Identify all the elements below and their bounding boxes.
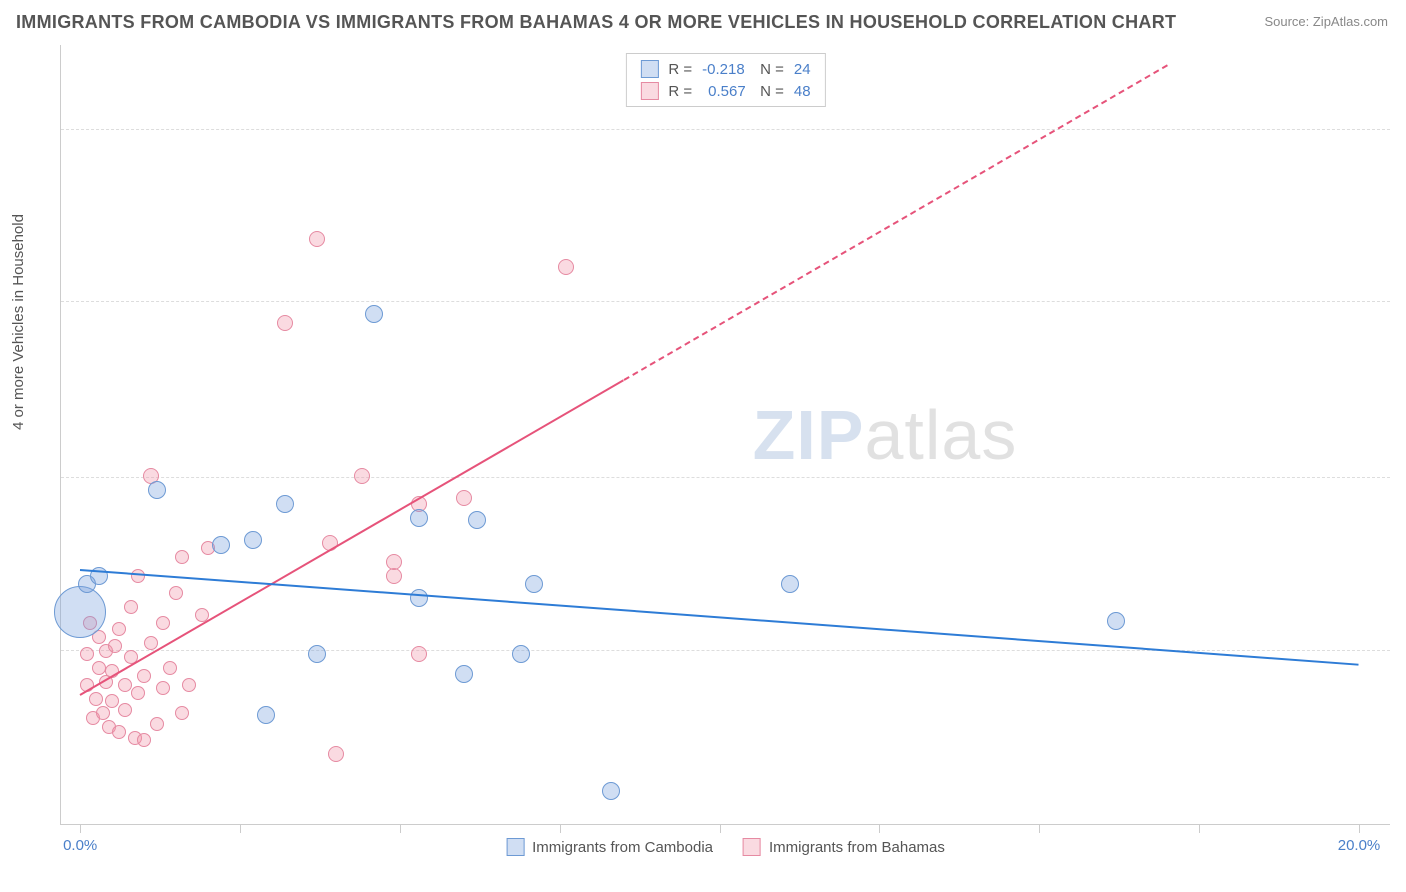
r-label: R = <box>668 61 692 78</box>
point-bahamas <box>456 490 472 506</box>
point-bahamas <box>169 586 183 600</box>
point-cambodia <box>468 511 486 529</box>
point-cambodia <box>410 589 428 607</box>
stats-row-bahamas: R = 0.567 N = 48 <box>640 80 810 102</box>
point-cambodia <box>525 575 543 593</box>
xtick <box>400 824 401 833</box>
point-bahamas <box>137 733 151 747</box>
point-bahamas <box>150 717 164 731</box>
legend-item-cambodia: Immigrants from Cambodia <box>506 838 713 856</box>
point-bahamas <box>277 315 293 331</box>
r-value-bahamas: 0.567 <box>702 83 750 100</box>
point-bahamas <box>354 468 370 484</box>
point-cambodia <box>410 509 428 527</box>
point-bahamas <box>163 661 177 675</box>
xtick <box>1359 824 1360 833</box>
series-legend: Immigrants from Cambodia Immigrants from… <box>506 838 945 856</box>
point-bahamas <box>175 550 189 564</box>
point-bahamas <box>156 681 170 695</box>
point-bahamas <box>182 678 196 692</box>
r-value-cambodia: -0.218 <box>702 61 750 78</box>
point-cambodia <box>512 645 530 663</box>
point-bahamas <box>386 568 402 584</box>
gridline-h <box>61 129 1390 130</box>
gridline-h <box>61 477 1390 478</box>
chart-title: IMMIGRANTS FROM CAMBODIA VS IMMIGRANTS F… <box>16 12 1176 33</box>
point-cambodia <box>54 586 106 638</box>
point-bahamas <box>137 669 151 683</box>
point-bahamas <box>105 694 119 708</box>
xtick <box>879 824 880 833</box>
point-bahamas <box>96 706 110 720</box>
r-label: R = <box>668 83 692 100</box>
n-label: N = <box>760 61 784 78</box>
xtick <box>1039 824 1040 833</box>
point-bahamas <box>112 622 126 636</box>
xtick-label: 0.0% <box>63 837 97 854</box>
xtick <box>560 824 561 833</box>
point-bahamas <box>131 569 145 583</box>
point-bahamas <box>118 703 132 717</box>
point-bahamas <box>144 636 158 650</box>
swatch-cambodia <box>506 838 524 856</box>
point-bahamas <box>156 616 170 630</box>
swatch-bahamas <box>743 838 761 856</box>
ytick-label: 6.3% <box>1395 641 1406 658</box>
stats-legend: R = -0.218 N = 24 R = 0.567 N = 48 <box>625 53 825 107</box>
point-bahamas <box>108 639 122 653</box>
point-cambodia <box>257 706 275 724</box>
point-bahamas <box>411 646 427 662</box>
point-bahamas <box>558 259 574 275</box>
point-bahamas <box>309 231 325 247</box>
ytick-label: 18.8% <box>1395 292 1406 309</box>
point-bahamas <box>118 678 132 692</box>
ytick-label: 25.0% <box>1395 120 1406 137</box>
point-bahamas <box>175 706 189 720</box>
y-axis-label: 4 or more Vehicles in Household <box>10 214 27 430</box>
xtick <box>80 824 81 833</box>
point-cambodia <box>308 645 326 663</box>
point-cambodia <box>1107 612 1125 630</box>
point-bahamas <box>386 554 402 570</box>
swatch-cambodia <box>640 60 658 78</box>
n-value-cambodia: 24 <box>794 61 811 78</box>
xtick <box>720 824 721 833</box>
point-bahamas <box>80 647 94 661</box>
point-bahamas <box>112 725 126 739</box>
n-label: N = <box>760 83 784 100</box>
point-cambodia <box>212 536 230 554</box>
trendline <box>80 569 1359 666</box>
legend-item-bahamas: Immigrants from Bahamas <box>743 838 945 856</box>
watermark: ZIPatlas <box>753 395 1018 475</box>
legend-label-bahamas: Immigrants from Bahamas <box>769 839 945 856</box>
point-cambodia <box>276 495 294 513</box>
n-value-bahamas: 48 <box>794 83 811 100</box>
watermark-part2: atlas <box>864 396 1017 474</box>
point-bahamas <box>92 661 106 675</box>
point-cambodia <box>781 575 799 593</box>
source-attribution: Source: ZipAtlas.com <box>1264 14 1388 29</box>
point-bahamas <box>124 600 138 614</box>
point-cambodia <box>148 481 166 499</box>
xtick <box>1199 824 1200 833</box>
xtick-label: 20.0% <box>1338 837 1381 854</box>
stats-row-cambodia: R = -0.218 N = 24 <box>640 58 810 80</box>
swatch-bahamas <box>640 82 658 100</box>
point-cambodia <box>244 531 262 549</box>
gridline-h <box>61 301 1390 302</box>
plot-area: ZIPatlas R = -0.218 N = 24 R = 0.567 N =… <box>60 45 1390 825</box>
point-bahamas <box>328 746 344 762</box>
point-cambodia <box>455 665 473 683</box>
watermark-part1: ZIP <box>753 396 865 474</box>
legend-label-cambodia: Immigrants from Cambodia <box>532 839 713 856</box>
trendline-extrapolated <box>623 65 1168 382</box>
point-bahamas <box>131 686 145 700</box>
point-bahamas <box>89 692 103 706</box>
xtick <box>240 824 241 833</box>
trendline <box>80 379 625 696</box>
ytick-label: 12.5% <box>1395 468 1406 485</box>
point-cambodia <box>365 305 383 323</box>
point-cambodia <box>602 782 620 800</box>
